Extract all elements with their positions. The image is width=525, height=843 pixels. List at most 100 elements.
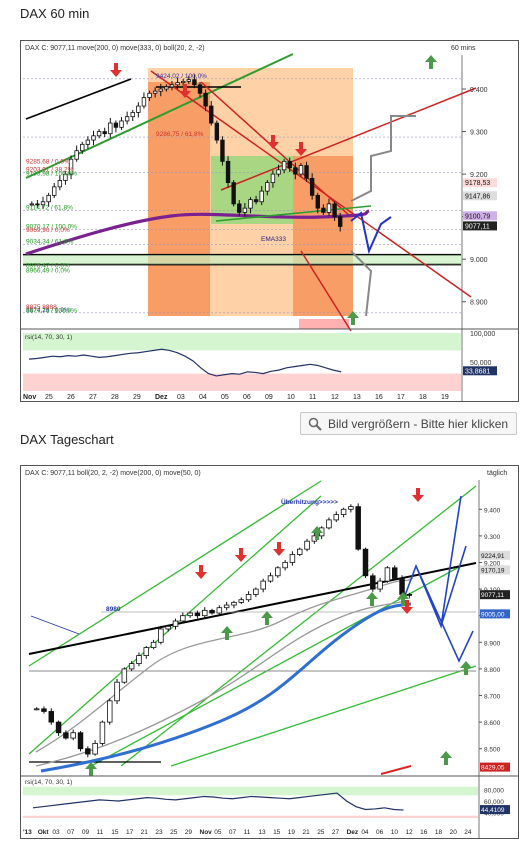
zoom-button[interactable]: Bild vergrößern - Bitte hier klicken: [300, 412, 517, 435]
fib-level-label: 9034,34 / 61,8%: [26, 239, 74, 246]
fib-level-label: 9069,90 / 0,0%: [26, 227, 70, 234]
y-tick-label: 9.200: [470, 172, 488, 179]
hourly-chart-interval: 60 mins: [451, 45, 476, 52]
x-tick-label: Okt: [38, 829, 50, 836]
fib-level-label: EMA333: [261, 236, 286, 243]
x-tick-label: 21: [302, 829, 310, 836]
daily-chart-panel: DAX C: 9077,11 boll(20, 2, -2) move(200,…: [20, 465, 519, 839]
x-tick-label: 28: [111, 394, 119, 401]
x-tick-label: 25: [317, 829, 325, 836]
daily-candle: [223, 604, 230, 609]
arrow-up-icon: [440, 751, 452, 765]
x-tick-label: 05: [221, 394, 229, 401]
daily-candle: [85, 748, 91, 755]
daily-candle: [194, 612, 201, 617]
hourly-candle: [29, 203, 34, 206]
x-tick-label: 10: [391, 829, 399, 836]
daily-chart-header: DAX C: 9077,11 boll(20, 2, -2) move(200,…: [25, 470, 201, 477]
trend-line-black: [25, 78, 132, 120]
arrow-down-icon: [110, 63, 122, 77]
hourly-candle: [192, 79, 197, 86]
daily-candle: [399, 578, 405, 595]
daily-candle: [158, 628, 164, 643]
overbought-zone: [23, 333, 461, 351]
green-trend-line: [28, 480, 322, 667]
x-tick-label: 06: [376, 829, 384, 836]
oscillator-value: 44,4109: [481, 807, 505, 814]
hourly-candle: [46, 194, 51, 203]
x-tick-label: 29: [133, 394, 141, 401]
oscillator-line: [28, 348, 342, 377]
hourly-candle: [136, 105, 141, 113]
daily-candle: [55, 721, 62, 734]
hourly-candle: [287, 160, 292, 169]
arrow-down-icon: [267, 135, 279, 149]
fib-level-label: 9193,98 / 100,0%: [26, 171, 77, 178]
fib-level-label: 9070,17 / 100,0%: [26, 223, 77, 230]
hourly-candle: [124, 116, 130, 122]
price-label-box: [480, 565, 510, 575]
oscillator-header: rsi(14, 70, 30, 1): [25, 334, 72, 341]
daily-candle: [216, 607, 223, 614]
daily-candle: [289, 554, 296, 563]
x-tick-label: 03: [177, 394, 185, 401]
price-label-box: [463, 191, 497, 201]
green-trend-short: [215, 205, 372, 222]
x-tick-label: 11: [309, 394, 316, 401]
price-label-box: [480, 550, 510, 560]
green-trend-line: [90, 565, 462, 767]
daily-candle: [172, 620, 179, 627]
daily-candle: [406, 594, 413, 596]
x-tick-label: 29: [185, 829, 193, 836]
oscillator-tick-label: 80,000: [484, 788, 504, 795]
x-tick-label: 13: [258, 829, 266, 836]
x-tick-label: 21: [141, 829, 149, 836]
x-tick-label: 27: [332, 829, 340, 836]
hourly-candle: [164, 86, 169, 90]
overbought-zone: [23, 786, 478, 796]
hourly-candle: [63, 173, 68, 181]
magnifier-icon: [308, 417, 322, 431]
daily-candle: [136, 655, 142, 664]
x-tick-label: 15: [273, 829, 281, 836]
hourly-candle: [113, 122, 119, 128]
oscillator-tick-label: 50,000: [470, 360, 492, 367]
y-tick-label: 8.600: [484, 720, 501, 727]
y-tick-label: 9.000: [470, 257, 488, 264]
daily-candle: [92, 742, 98, 755]
projection-blue: [350, 211, 392, 255]
hourly-chart-panel: DAX C: 9077,11 move(200, 0) move(333, 0)…: [20, 40, 519, 402]
price-label: 9178,53: [465, 180, 490, 187]
x-tick-label: 10: [287, 394, 295, 401]
hourly-candle: [281, 160, 287, 171]
price-label: 9005,00: [481, 611, 505, 618]
price-label-box: [480, 590, 510, 600]
down-channel-short: [300, 250, 352, 332]
x-tick-label: Dez: [155, 394, 168, 401]
hourly-candle: [326, 203, 332, 213]
daily-candle: [165, 625, 171, 630]
x-tick-label: Nov: [23, 394, 36, 401]
hourly-candle: [74, 150, 79, 160]
price-label-box: [463, 178, 497, 188]
projection-grey-down: [350, 250, 373, 317]
price-label: 9077,11: [481, 592, 504, 599]
hourly-candle: [52, 186, 57, 196]
price-label-box: [480, 609, 510, 619]
hourly-candle: [158, 88, 163, 92]
arrow-down-icon: [273, 542, 285, 556]
hourly-candle: [119, 120, 124, 128]
price-label: 9077,11: [465, 223, 490, 230]
hourly-candle: [214, 122, 220, 141]
arrow-up-icon: [425, 55, 437, 69]
zoom-button-label: Bild vergrößern - Bitte hier klicken: [328, 416, 509, 431]
oscillator-value-box: [463, 366, 497, 376]
move-50-line: [40, 602, 412, 773]
daily-chart: DAX C: 9077,11 boll(20, 2, -2) move(200,…: [21, 470, 518, 838]
fib-level-label: 9285,68 / 0,0%: [26, 158, 70, 165]
daily-candle: [121, 668, 128, 683]
x-tick-label: 26: [67, 394, 75, 401]
arrow-down-icon: [295, 142, 307, 156]
price-label-box: [463, 211, 497, 221]
oversold-zone: [23, 373, 461, 391]
